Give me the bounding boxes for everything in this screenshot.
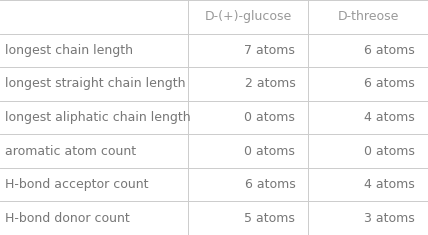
Text: 4 atoms: 4 atoms bbox=[364, 178, 415, 191]
Text: 6 atoms: 6 atoms bbox=[244, 178, 295, 191]
Text: 2 atoms: 2 atoms bbox=[244, 77, 295, 90]
Text: 4 atoms: 4 atoms bbox=[364, 111, 415, 124]
Text: aromatic atom count: aromatic atom count bbox=[5, 145, 136, 158]
Text: longest chain length: longest chain length bbox=[5, 44, 133, 57]
Text: 0 atoms: 0 atoms bbox=[244, 145, 295, 158]
Text: longest aliphatic chain length: longest aliphatic chain length bbox=[5, 111, 191, 124]
Text: H-bond donor count: H-bond donor count bbox=[5, 212, 130, 225]
Text: longest straight chain length: longest straight chain length bbox=[5, 77, 186, 90]
Text: H-bond acceptor count: H-bond acceptor count bbox=[5, 178, 149, 191]
Text: 7 atoms: 7 atoms bbox=[244, 44, 295, 57]
Text: 6 atoms: 6 atoms bbox=[364, 44, 415, 57]
Text: D-(+)-glucose: D-(+)-glucose bbox=[205, 10, 292, 23]
Text: D-threose: D-threose bbox=[337, 10, 399, 23]
Text: 0 atoms: 0 atoms bbox=[364, 145, 415, 158]
Text: 5 atoms: 5 atoms bbox=[244, 212, 295, 225]
Text: 6 atoms: 6 atoms bbox=[364, 77, 415, 90]
Text: 0 atoms: 0 atoms bbox=[244, 111, 295, 124]
Text: 3 atoms: 3 atoms bbox=[364, 212, 415, 225]
